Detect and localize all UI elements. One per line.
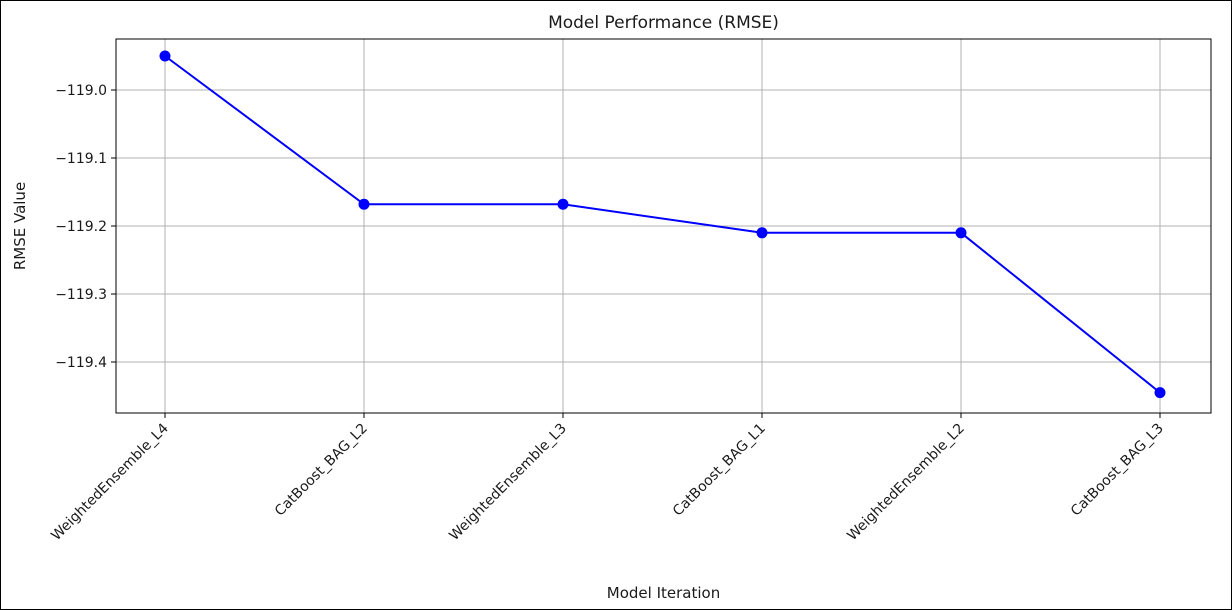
grid: [116, 39, 1211, 413]
x-tick-label: CatBoost_BAG_L2: [272, 421, 371, 520]
data-point: [358, 198, 370, 210]
data-series: [159, 50, 1166, 399]
ticks: WeightedEnsemble_L4 CatBoost_BAG_L2 Weight…: [48, 83, 1166, 544]
series-line: [164, 55, 1161, 394]
x-tick-label: WeightedEnsemble_L4: [48, 420, 172, 544]
y-tick-label: −119.0: [55, 83, 107, 99]
data-point: [1154, 387, 1166, 399]
data-point: [159, 50, 171, 62]
x-tick-label: WeightedEnsemble_L2: [844, 421, 967, 544]
y-axis-label: RMSE Value: [11, 182, 29, 270]
data-point: [557, 198, 569, 210]
y-tick-label: −119.2: [55, 219, 107, 235]
data-point: [955, 227, 967, 239]
x-tick-label: CatBoost_BAG_L1: [670, 421, 769, 520]
y-tick-label: −119.3: [55, 287, 107, 303]
chart-title: Model Performance (RMSE): [548, 13, 779, 33]
y-tick-label: −119.1: [55, 151, 107, 167]
x-tick-label: CatBoost_BAG_L3: [1068, 421, 1167, 520]
data-point: [756, 227, 768, 239]
y-tick-label: −119.4: [55, 355, 107, 371]
x-axis-label: Model Iteration: [607, 584, 720, 602]
x-tick-label: WeightedEnsemble_L3: [446, 421, 569, 544]
